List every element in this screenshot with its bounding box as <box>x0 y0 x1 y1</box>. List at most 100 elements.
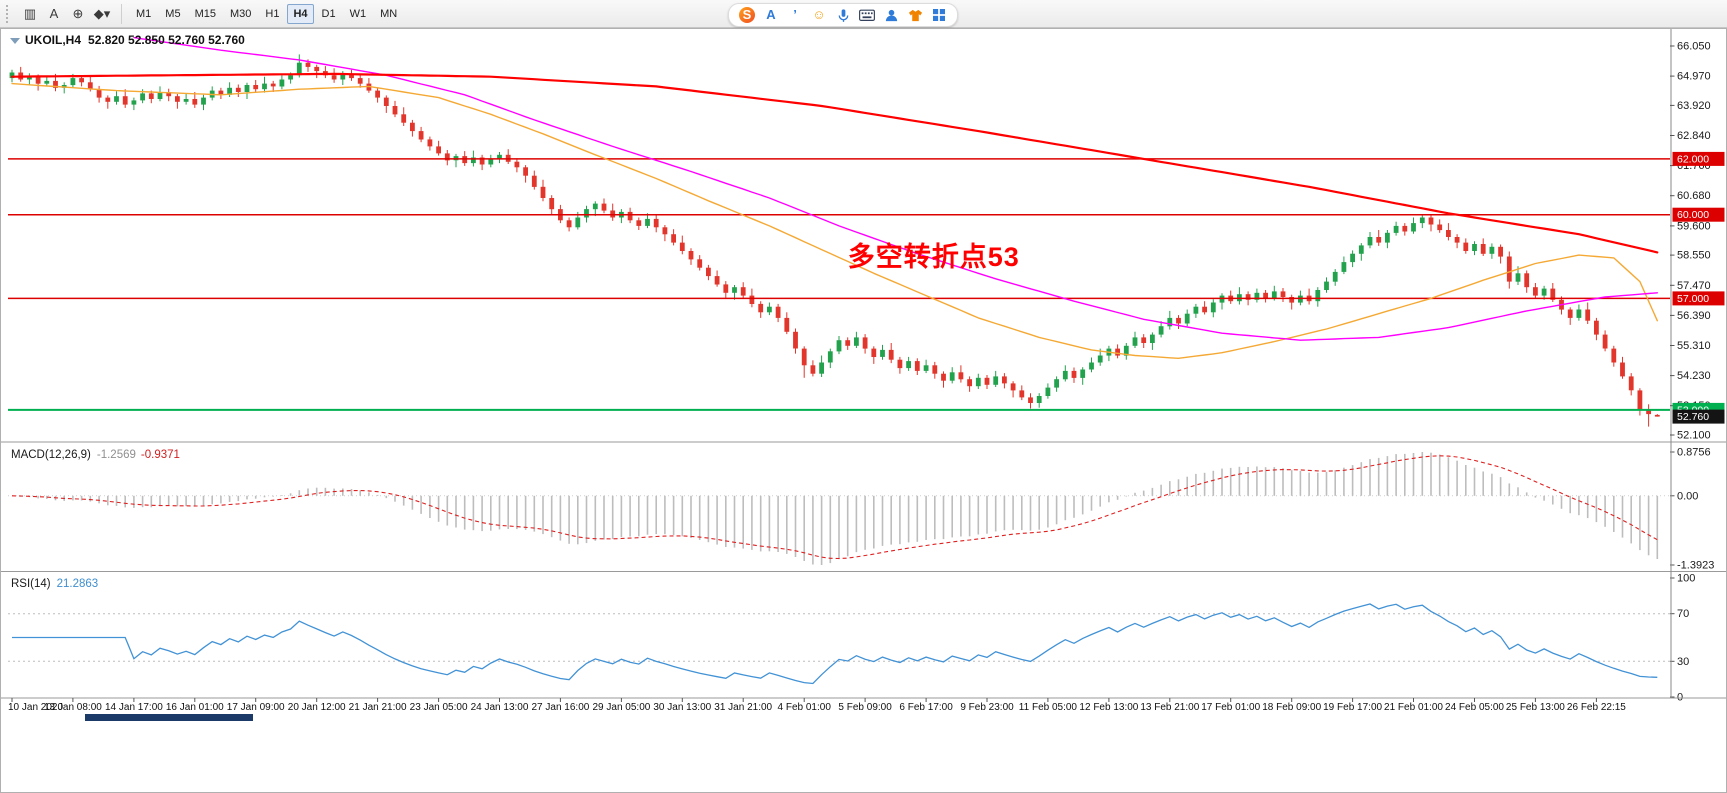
taskbar-fragment <box>85 714 253 721</box>
svg-text:63.920: 63.920 <box>1677 100 1711 112</box>
drawing-tools-group: ▥ A ⊕ ◆▾ <box>18 2 114 26</box>
skin-icon[interactable] <box>907 7 923 23</box>
svg-text:18 Feb 09:00: 18 Feb 09:00 <box>1262 702 1321 713</box>
svg-text:64.970: 64.970 <box>1677 71 1711 83</box>
timeframe-m5[interactable]: M5 <box>159 4 186 24</box>
svg-text:19 Feb 17:00: 19 Feb 17:00 <box>1323 702 1382 713</box>
svg-text:62.000: 62.000 <box>1677 153 1709 165</box>
candles <box>9 54 1660 427</box>
pane-separators[interactable] <box>0 28 1727 793</box>
svg-text:57.470: 57.470 <box>1677 280 1711 292</box>
toolbar-separator <box>121 3 122 24</box>
svg-text:24 Jan 13:00: 24 Jan 13:00 <box>471 702 529 713</box>
macd-main-value: -1.2569 <box>96 449 136 461</box>
svg-text:21 Feb 01:00: 21 Feb 01:00 <box>1384 702 1443 713</box>
emoji-icon[interactable]: ☺ <box>812 7 826 22</box>
rsi-pane: 10070300 <box>8 573 1695 704</box>
svg-text:60.000: 60.000 <box>1677 209 1709 221</box>
svg-text:16 Jan 01:00: 16 Jan 01:00 <box>166 702 224 713</box>
svg-text:100: 100 <box>1677 573 1695 585</box>
svg-text:20 Jan 12:00: 20 Jan 12:00 <box>288 702 346 713</box>
language-mode-icon[interactable]: A <box>766 7 776 22</box>
svg-text:59.600: 59.600 <box>1677 220 1711 232</box>
svg-text:17 Feb 01:00: 17 Feb 01:00 <box>1201 702 1260 713</box>
rsi-line <box>12 603 1658 685</box>
svg-text:0.8756: 0.8756 <box>1677 447 1711 459</box>
svg-text:60.680: 60.680 <box>1677 190 1711 202</box>
menu-grid-icon[interactable] <box>931 7 947 23</box>
price-axis: 66.05064.97063.92062.84061.76060.68059.6… <box>1670 41 1711 442</box>
svg-text:0.00: 0.00 <box>1677 490 1698 502</box>
svg-text:57.000: 57.000 <box>1677 293 1709 305</box>
punctuation-icon[interactable]: ’ <box>793 7 797 22</box>
svg-text:26 Feb 22:15: 26 Feb 22:15 <box>1567 702 1626 713</box>
timeframe-h4[interactable]: H4 <box>287 3 314 24</box>
timeframe-mn[interactable]: MN <box>374 4 403 24</box>
microphone-icon[interactable] <box>835 7 851 23</box>
macd-pane: 0.8756 0.00 -1.3923 <box>8 447 1714 572</box>
timeframe-h1[interactable]: H1 <box>259 4 285 24</box>
svg-text:6 Feb 17:00: 6 Feb 17:00 <box>899 702 953 713</box>
svg-text:31 Jan 21:00: 31 Jan 21:00 <box>714 702 772 713</box>
macd-indicator-label: MACD(12,26,9) -1.2569 -0.9371 <box>11 449 180 461</box>
svg-text:5 Feb 09:00: 5 Feb 09:00 <box>838 702 892 713</box>
chart-window-icon[interactable]: ▥ <box>23 5 37 21</box>
svg-text:23 Jan 05:00: 23 Jan 05:00 <box>410 702 468 713</box>
svg-text:-1.3923: -1.3923 <box>1677 560 1714 572</box>
svg-text:54.230: 54.230 <box>1677 370 1711 382</box>
timeframe-m30[interactable]: M30 <box>224 4 257 24</box>
toolbar: ▥ A ⊕ ◆▾ M1 M5 M15 M30 H1 H4 D1 W1 MN S A’ ☺ <box>0 0 1727 28</box>
symbol-label: UKOIL,H4 <box>25 33 82 47</box>
macd-name: MACD(12,26,9) <box>11 449 91 461</box>
timeframe-m15[interactable]: M15 <box>189 4 222 24</box>
macd-signal-line <box>11 455 1658 560</box>
phrases-icon[interactable] <box>883 7 899 23</box>
ohlc-quote: 52.820 52.850 52.760 52.760 <box>88 33 245 47</box>
svg-text:30 Jan 13:00: 30 Jan 13:00 <box>653 702 711 713</box>
svg-text:13 Feb 21:00: 13 Feb 21:00 <box>1140 702 1199 713</box>
svg-text:24 Feb 05:00: 24 Feb 05:00 <box>1445 702 1504 713</box>
svg-text:14 Jan 17:00: 14 Jan 17:00 <box>105 702 163 713</box>
chart-text-annotation[interactable]: 多空转折点53 <box>847 242 1020 273</box>
svg-text:27 Jan 16:00: 27 Jan 16:00 <box>531 702 589 713</box>
svg-text:4 Feb 01:00: 4 Feb 01:00 <box>778 702 832 713</box>
timeframe-m1[interactable]: M1 <box>130 4 157 24</box>
one-click-trading-icon[interactable] <box>10 38 20 44</box>
text-tool-icon[interactable]: A <box>49 5 59 21</box>
ma-fast-orange <box>11 82 1659 359</box>
svg-text:58.550: 58.550 <box>1677 250 1711 262</box>
svg-text:9 Feb 23:00: 9 Feb 23:00 <box>960 702 1014 713</box>
svg-text:25 Feb 13:00: 25 Feb 13:00 <box>1506 702 1565 713</box>
crosshair-tool-icon[interactable]: ⊕ <box>72 5 84 21</box>
ma-slow-red <box>10 72 1659 254</box>
price-chart-canvas[interactable]: 0.87560.00-1.39231007030066.05064.97063.… <box>0 28 1727 793</box>
toolbar-grip[interactable] <box>6 4 12 23</box>
sogou-ime-bar: S A ’ ☺ <box>728 3 958 27</box>
svg-text:62.840: 62.840 <box>1677 130 1711 142</box>
chart-title: UKOIL,H4 52.820 52.850 52.760 52.760 <box>10 33 245 47</box>
svg-text:21 Jan 21:00: 21 Jan 21:00 <box>349 702 407 713</box>
horizontal-lines[interactable] <box>8 158 1670 411</box>
sogou-logo-icon[interactable]: S <box>739 7 755 23</box>
svg-text:10 Jan 2020: 10 Jan 2020 <box>8 702 63 713</box>
svg-text:12 Feb 13:00: 12 Feb 13:00 <box>1079 702 1138 713</box>
svg-text:55.310: 55.310 <box>1677 340 1711 352</box>
svg-text:56.390: 56.390 <box>1677 310 1711 322</box>
timeframe-w1[interactable]: W1 <box>344 4 373 24</box>
rsi-value: 21.2863 <box>56 578 99 590</box>
moving-average-lines <box>10 36 1659 359</box>
svg-text:30: 30 <box>1677 656 1689 668</box>
rsi-indicator-label: RSI(14) 21.2863 <box>11 578 98 590</box>
macd-signal-value: -0.9371 <box>140 449 180 461</box>
svg-text:13 Jan 08:00: 13 Jan 08:00 <box>44 702 102 713</box>
svg-text:17 Jan 09:00: 17 Jan 09:00 <box>227 702 285 713</box>
svg-text:29 Jan 05:00: 29 Jan 05:00 <box>592 702 650 713</box>
shapes-tool-icon[interactable]: ◆▾ <box>93 5 111 21</box>
svg-text:52.100: 52.100 <box>1677 430 1711 442</box>
keyboard-icon[interactable] <box>859 7 875 23</box>
svg-text:11 Feb 05:00: 11 Feb 05:00 <box>1019 702 1078 713</box>
svg-text:70: 70 <box>1677 608 1689 620</box>
timeframe-d1[interactable]: D1 <box>316 4 342 24</box>
